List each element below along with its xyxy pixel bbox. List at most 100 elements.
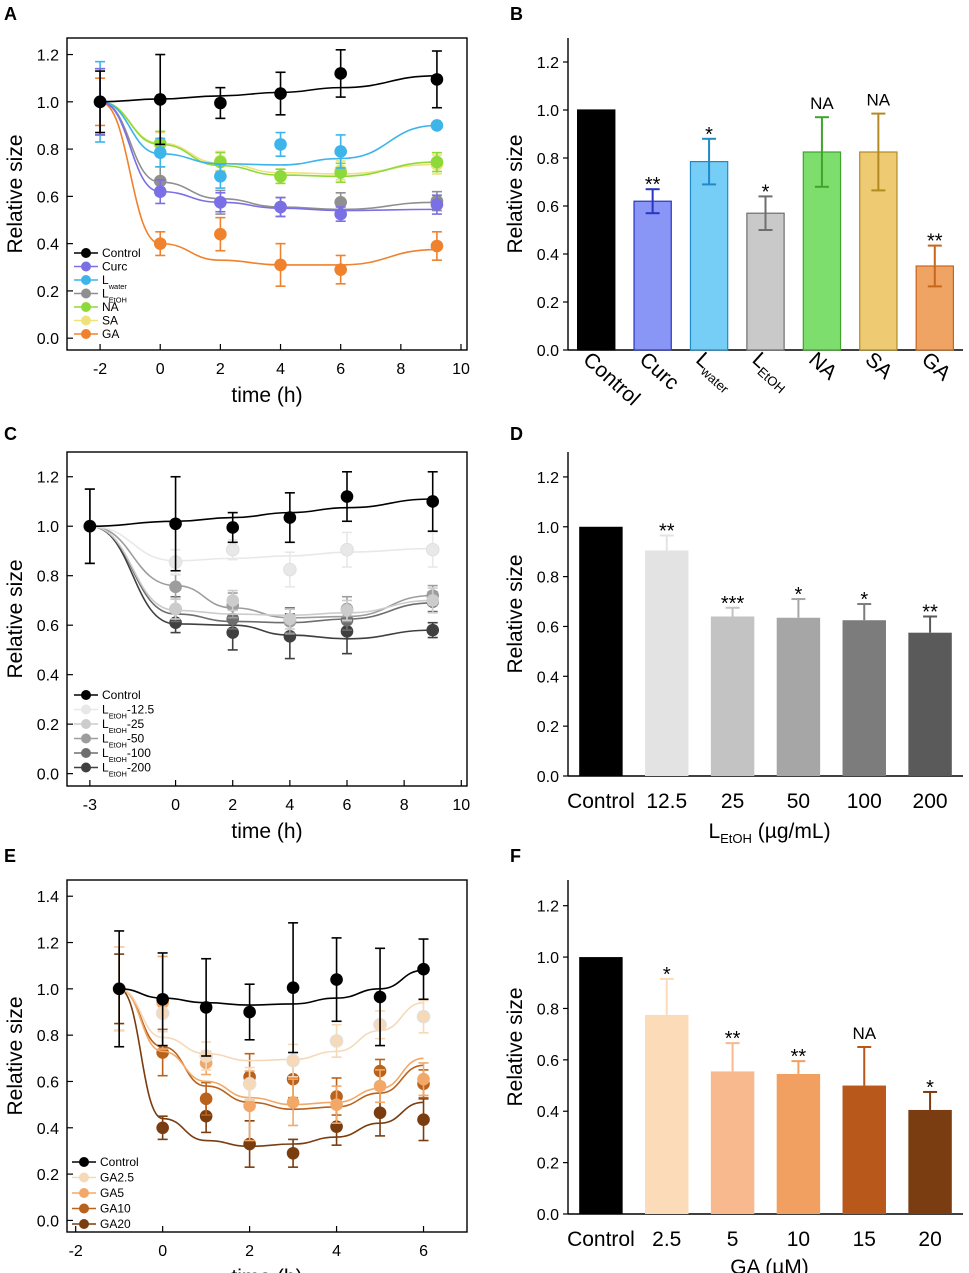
data-point	[373, 1079, 387, 1093]
legend-label: NA	[102, 300, 119, 314]
y-tick-label: 1.2	[37, 936, 59, 953]
legend-marker	[81, 275, 91, 285]
significance-label: NA	[852, 1024, 876, 1043]
data-point	[430, 239, 444, 253]
data-point	[286, 981, 300, 994]
significance-label: **	[791, 1046, 807, 1068]
fit-curve	[89, 525, 433, 562]
legend-marker	[81, 719, 91, 729]
panel-letter: B	[510, 4, 523, 24]
data-point	[199, 1001, 213, 1014]
fit-curve	[89, 525, 433, 617]
data-point	[274, 258, 287, 272]
legend-marker	[79, 1219, 89, 1229]
legend-marker	[81, 288, 91, 299]
bar-group-3: * LEtOH	[746, 181, 788, 396]
panel-letter: F	[510, 846, 521, 866]
data-point	[286, 1096, 300, 1109]
y-tick-label: 0.6	[37, 189, 59, 206]
data-point	[334, 195, 347, 209]
x-tick-label: 0	[158, 1243, 167, 1260]
legend-label: LEtOH	[102, 287, 127, 305]
data-point	[416, 1009, 431, 1024]
fit-curve	[89, 525, 433, 619]
bar	[908, 1109, 952, 1214]
x-tick-label: 6	[336, 361, 345, 378]
panel-letter: E	[4, 846, 16, 866]
data-point	[274, 200, 287, 214]
series-Control	[93, 49, 444, 146]
data-point	[199, 1109, 213, 1123]
panel-letter: A	[4, 4, 17, 24]
significance-label: NA	[867, 91, 891, 110]
y-tick-label: 0.6	[537, 1053, 559, 1070]
data-point	[430, 73, 444, 86]
significance-label: **	[922, 601, 938, 623]
significance-label: **	[659, 520, 675, 542]
significance-label: *	[705, 124, 713, 146]
bar-group-4: * 100	[842, 589, 886, 813]
y-tick-label: 1.2	[537, 899, 559, 916]
legend-label: SA	[102, 314, 118, 328]
fit-curve	[100, 101, 437, 178]
data-point	[169, 602, 182, 616]
fit-curve	[100, 101, 437, 175]
y-axis-label: Relative size	[4, 134, 27, 253]
bar-group-2: * Lwater	[689, 124, 732, 397]
data-point	[225, 542, 240, 557]
bar	[689, 161, 729, 351]
legend-marker	[79, 1203, 89, 1214]
x-tick-label: 4	[276, 361, 285, 378]
fit-curve	[99, 101, 437, 211]
legend-marker	[81, 690, 91, 700]
y-tick-label: 0.8	[537, 151, 559, 168]
y-tick-label: 0.6	[37, 1074, 59, 1091]
bar-group-0: Control	[567, 957, 635, 1251]
x-category-label: GA	[917, 348, 955, 385]
legend-marker	[79, 1188, 89, 1198]
x-category-label: 50	[787, 790, 810, 813]
panel-c: C 0.0 0.2 0.4 0.6 0.8 1.0 1.2 -3 0 2 4 6 8 10 time (h) R…	[4, 424, 470, 843]
data-point	[242, 1076, 257, 1091]
legend-label: Curc	[102, 260, 127, 274]
significance-label: *	[762, 181, 770, 203]
x-tick-label: 2	[245, 1243, 254, 1260]
legend-label: Lwater	[102, 273, 127, 291]
y-tick-label: 0.0	[37, 767, 59, 784]
plot-frame	[66, 37, 468, 351]
significance-label: **	[927, 231, 943, 253]
y-tick-label: 0.6	[537, 199, 559, 216]
y-tick-label: 0.0	[37, 1213, 59, 1230]
bar-group-6: ** GA	[915, 231, 955, 385]
bar-group-0: Control	[567, 526, 635, 813]
x-category-label: Control	[567, 790, 635, 813]
legend-label: LEtOH-100	[102, 746, 151, 764]
significance-label: **	[645, 174, 661, 196]
x-category-label: Control	[579, 348, 645, 410]
legend-label: GA20	[100, 1217, 131, 1231]
data-point	[214, 169, 227, 183]
data-point	[93, 95, 107, 109]
data-point	[226, 594, 240, 607]
legend-marker	[81, 704, 91, 715]
x-category-label: 2.5	[652, 1228, 681, 1251]
y-tick-label: 0.4	[37, 668, 59, 685]
y-tick-label: 0.4	[37, 1121, 59, 1138]
data-point	[274, 169, 287, 183]
bar-group-2: *** 25	[710, 593, 755, 813]
series-25	[83, 488, 440, 630]
data-point	[340, 604, 354, 617]
y-tick-label: 0.2	[37, 717, 59, 734]
significance-label: ***	[721, 593, 745, 615]
x-tick-label: 2	[228, 797, 237, 814]
x-category-label: 25	[721, 790, 744, 813]
bar	[776, 1073, 821, 1214]
data-point	[214, 227, 227, 241]
y-tick-label: 1.4	[37, 889, 59, 906]
panel-a: A 0.0 0.2 0.4 0.6 0.8 1.0 1.2 -2 0 2 4 6 8 10 time (h) R…	[4, 4, 470, 407]
y-tick-label: 0.6	[37, 618, 59, 635]
x-category-label: Curc	[635, 348, 683, 395]
legend-label: Control	[102, 246, 141, 260]
data-point	[430, 198, 444, 211]
data-point	[153, 93, 167, 106]
